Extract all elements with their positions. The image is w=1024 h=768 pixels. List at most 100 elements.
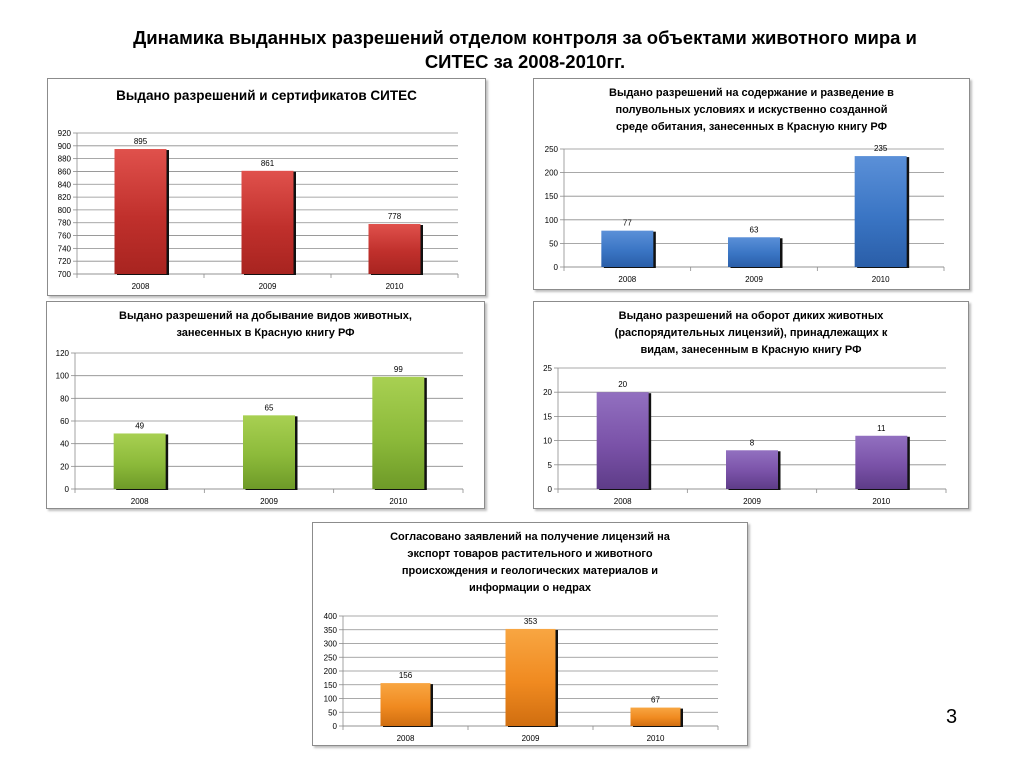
y-tick-label: 250 bbox=[545, 145, 559, 154]
y-tick-label: 740 bbox=[58, 244, 72, 253]
x-category-label: 2009 bbox=[260, 497, 278, 506]
data-label: 778 bbox=[388, 212, 402, 221]
y-tick-label: 0 bbox=[548, 485, 553, 494]
bar bbox=[380, 683, 431, 726]
y-tick-label: 150 bbox=[545, 192, 559, 201]
data-label: 895 bbox=[134, 137, 148, 146]
y-tick-label: 400 bbox=[324, 612, 338, 621]
y-tick-label: 5 bbox=[548, 461, 553, 470]
bar bbox=[630, 707, 681, 726]
y-tick-label: 920 bbox=[58, 129, 72, 138]
x-category-label: 2008 bbox=[397, 734, 415, 743]
x-category-label: 2009 bbox=[743, 497, 761, 506]
y-tick-label: 800 bbox=[58, 206, 72, 215]
chart-title-line: Согласовано заявлений на получение лицен… bbox=[390, 531, 670, 543]
page-number: 3 bbox=[946, 706, 958, 728]
chart-title: Выдано разрешений и сертификатов СИТЕС bbox=[48, 87, 485, 104]
y-tick-label: 10 bbox=[543, 437, 552, 446]
bar bbox=[372, 376, 425, 489]
chart-title-line: информации о недрах bbox=[468, 582, 592, 594]
x-category-label: 2009 bbox=[745, 275, 763, 284]
data-label: 67 bbox=[651, 696, 660, 705]
y-tick-label: 880 bbox=[58, 155, 72, 164]
bar bbox=[113, 433, 166, 489]
data-label: 20 bbox=[618, 380, 627, 389]
y-tick-label: 80 bbox=[60, 394, 69, 403]
chart-title-line: (распорядительных лицензий), принадлежащ… bbox=[614, 327, 888, 339]
bar bbox=[241, 170, 294, 274]
chart-title-line: полувольных условиях и искуственно созда… bbox=[615, 104, 888, 116]
y-tick-label: 820 bbox=[58, 193, 72, 202]
slide-title-line-1: Динамика выданных разрешений отделом кон… bbox=[133, 27, 917, 48]
data-label: 8 bbox=[750, 438, 755, 447]
chart-title-line: Выдано разрешений на оборот диких животн… bbox=[618, 310, 884, 322]
data-label: 861 bbox=[261, 159, 275, 168]
x-category-label: 2008 bbox=[132, 282, 150, 291]
chart-plot: 0 5 10 15 20 25 20 2008 8 2009 11 2010 bbox=[543, 364, 947, 506]
data-label: 235 bbox=[874, 144, 888, 153]
bar bbox=[114, 149, 167, 274]
x-category-label: 2008 bbox=[131, 497, 149, 506]
chart-title-line: среде обитания, занесенных в Красную кни… bbox=[616, 121, 887, 133]
y-tick-label: 60 bbox=[60, 417, 69, 426]
y-tick-label: 100 bbox=[56, 372, 70, 381]
x-category-label: 2010 bbox=[389, 497, 407, 506]
y-tick-label: 780 bbox=[58, 219, 72, 228]
y-tick-label: 250 bbox=[324, 653, 338, 662]
x-category-label: 2010 bbox=[872, 497, 890, 506]
chart-cites-permits: Выдано разрешений и сертификатов СИТЕС 7… bbox=[47, 78, 486, 296]
y-tick-label: 840 bbox=[58, 180, 72, 189]
bar bbox=[854, 156, 907, 267]
chart-title-line: Выдано разрешений и сертификатов СИТЕС bbox=[116, 88, 417, 103]
y-tick-label: 0 bbox=[333, 722, 338, 731]
data-label: 99 bbox=[394, 365, 403, 374]
data-label: 63 bbox=[750, 225, 759, 234]
y-tick-label: 900 bbox=[58, 142, 72, 151]
y-tick-label: 700 bbox=[58, 270, 72, 279]
chart-plot: 0 50 100 150 200 250 300 350 400 156 2008 353 2009 67… bbox=[324, 612, 719, 743]
chart-title: Выдано разрешений на оборот диких животн… bbox=[534, 308, 968, 359]
y-tick-label: 200 bbox=[545, 169, 559, 178]
y-tick-label: 200 bbox=[324, 667, 338, 676]
bar bbox=[728, 237, 780, 267]
bar bbox=[243, 415, 295, 489]
y-tick-label: 20 bbox=[543, 388, 552, 397]
chart-title-line: Выдано разрешений на содержание и развед… bbox=[609, 87, 894, 99]
y-tick-label: 15 bbox=[543, 412, 552, 421]
chart-plot: 0 50 100 150 200 250 77 2008 63 2009 235 2010 bbox=[545, 144, 945, 284]
chart-title-line: происхождения и геологических материалов… bbox=[401, 565, 659, 577]
chart-title: Выдано разрешений на добывание видов жив… bbox=[47, 308, 484, 342]
y-tick-label: 300 bbox=[324, 640, 338, 649]
bar bbox=[596, 392, 649, 489]
y-tick-label: 350 bbox=[324, 626, 338, 635]
x-category-label: 2010 bbox=[872, 275, 890, 284]
x-category-label: 2008 bbox=[618, 275, 636, 284]
chart-plot: 0 20 40 60 80 100 120 49 2008 65 2009 99 2010 bbox=[56, 349, 464, 506]
x-category-label: 2009 bbox=[259, 282, 277, 291]
bar bbox=[726, 450, 778, 489]
chart-harvesting-permits: Выдано разрешений на добывание видов жив… bbox=[46, 301, 485, 509]
y-tick-label: 100 bbox=[324, 695, 338, 704]
bar bbox=[368, 224, 421, 274]
slide-title-line-2: СИТЕС за 2008-2010гг. bbox=[424, 51, 626, 72]
bar bbox=[601, 230, 654, 267]
data-label: 156 bbox=[399, 671, 413, 680]
y-tick-label: 50 bbox=[328, 708, 337, 717]
bar bbox=[855, 435, 908, 489]
y-tick-label: 120 bbox=[56, 349, 70, 358]
bar bbox=[505, 628, 556, 726]
data-label: 11 bbox=[877, 424, 886, 433]
y-tick-label: 150 bbox=[324, 681, 338, 690]
data-label: 77 bbox=[623, 219, 632, 228]
y-tick-label: 40 bbox=[60, 440, 69, 449]
y-tick-label: 0 bbox=[65, 485, 70, 494]
chart-export-license-applications: Согласовано заявлений на получение лицен… bbox=[312, 522, 748, 746]
chart-title-line: Выдано разрешений на добывание видов жив… bbox=[119, 310, 412, 322]
data-label: 65 bbox=[265, 403, 274, 412]
y-tick-label: 720 bbox=[58, 257, 72, 266]
y-tick-label: 860 bbox=[58, 167, 72, 176]
chart-title-line: видам, занесенным в Красную книгу РФ bbox=[640, 344, 862, 356]
chart-wildlife-trade-licenses: Выдано разрешений на оборот диких животн… bbox=[533, 301, 969, 509]
chart-title: Выдано разрешений на содержание и развед… bbox=[534, 85, 969, 136]
x-category-label: 2009 bbox=[522, 734, 540, 743]
